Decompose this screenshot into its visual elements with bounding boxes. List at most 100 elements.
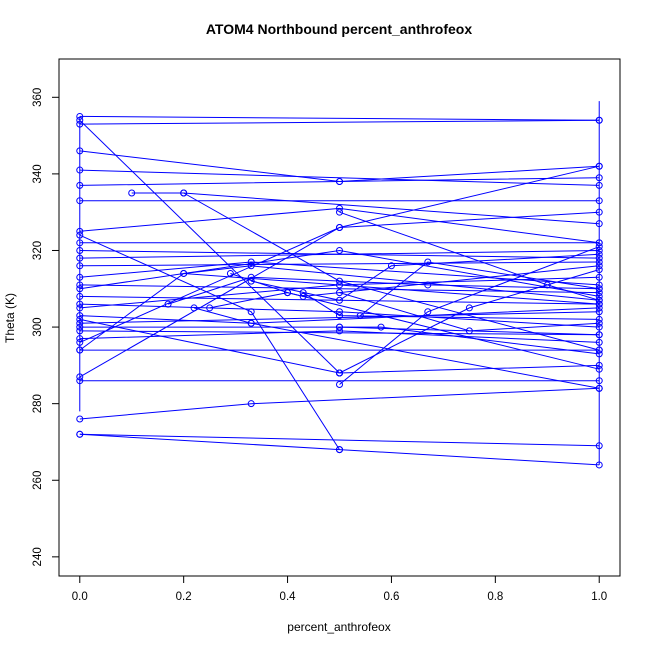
data-point xyxy=(595,384,603,392)
data-point xyxy=(595,273,603,281)
series-line xyxy=(79,261,600,267)
series-line xyxy=(79,433,600,447)
data-point xyxy=(336,312,343,320)
data-point xyxy=(377,323,385,331)
data-point xyxy=(595,246,603,254)
data-point xyxy=(76,112,84,120)
data-point xyxy=(299,289,307,297)
data-point xyxy=(595,442,603,450)
series-line xyxy=(193,307,600,389)
y-axis: 240 260 280 300 320 340 360 xyxy=(32,88,59,566)
data-point xyxy=(543,281,551,289)
data-point xyxy=(424,281,432,289)
series-line xyxy=(79,169,600,186)
data-point xyxy=(595,304,603,312)
data-point xyxy=(595,338,603,346)
y-tick-label: 340 xyxy=(32,164,44,183)
series-line xyxy=(131,192,600,225)
data-point xyxy=(336,277,343,285)
data-point xyxy=(247,258,255,266)
data-point xyxy=(465,304,473,312)
data-point xyxy=(595,350,603,358)
data-point xyxy=(76,292,84,300)
series-line xyxy=(79,119,600,125)
data-point xyxy=(595,116,603,124)
data-point xyxy=(76,246,84,254)
data-point xyxy=(76,312,84,320)
data-point xyxy=(387,262,395,270)
plot-frame xyxy=(58,58,621,577)
x-tick-label: 0.0 xyxy=(72,591,88,603)
data-point xyxy=(76,147,84,155)
chart-title: ATOM4 Northbound percent_anthrofeox xyxy=(206,21,472,37)
series-line xyxy=(302,292,600,320)
data-point xyxy=(424,258,432,266)
data-point xyxy=(336,178,343,186)
series-line xyxy=(79,261,600,286)
x-tick-label: 0.4 xyxy=(280,591,297,603)
y-tick-label: 240 xyxy=(32,547,44,566)
data-point xyxy=(595,174,603,182)
data-point xyxy=(595,292,603,300)
data-point xyxy=(595,281,603,289)
series-line xyxy=(79,150,600,183)
data-point xyxy=(595,365,603,373)
series-line xyxy=(79,387,600,420)
series-line xyxy=(339,326,600,355)
series-line xyxy=(79,115,600,121)
data-point xyxy=(128,189,136,197)
data-point xyxy=(76,319,84,327)
data-point xyxy=(76,304,84,312)
data-point xyxy=(595,300,603,308)
data-point xyxy=(595,289,603,297)
data-point xyxy=(180,189,188,197)
data-point xyxy=(226,269,234,277)
data-point xyxy=(595,308,603,316)
data-point xyxy=(76,116,84,124)
series-line xyxy=(167,276,600,305)
x-tick-label: 0.8 xyxy=(487,591,503,603)
y-tick-label: 360 xyxy=(32,88,44,107)
data-point xyxy=(76,346,84,354)
data-point xyxy=(595,162,603,170)
data-point xyxy=(76,166,84,174)
data-point xyxy=(336,369,343,377)
data-point xyxy=(336,323,343,331)
y-tick-label: 260 xyxy=(32,471,44,490)
data-point xyxy=(76,285,84,293)
series-line xyxy=(79,207,600,244)
series-line xyxy=(79,119,340,374)
series-line xyxy=(339,211,600,301)
data-point xyxy=(595,258,603,266)
x-axis: 0.0 0.2 0.4 0.6 0.8 1.0 xyxy=(72,576,607,603)
data-point xyxy=(247,277,255,285)
data-point xyxy=(206,304,214,312)
data-point xyxy=(336,246,343,254)
data-point xyxy=(299,292,307,300)
data-point xyxy=(595,323,603,331)
data-point xyxy=(164,300,172,308)
data-point xyxy=(336,446,343,454)
data-point xyxy=(76,323,84,331)
data-point xyxy=(247,319,255,327)
data-point xyxy=(336,289,343,297)
data-point xyxy=(356,312,364,320)
data-point xyxy=(336,204,343,212)
data-point xyxy=(76,338,84,346)
data-point xyxy=(595,285,603,293)
data-point xyxy=(595,254,603,262)
data-point xyxy=(595,461,603,469)
data-point xyxy=(76,254,84,262)
data-point xyxy=(465,327,473,335)
data-point xyxy=(76,300,84,308)
data-point xyxy=(76,281,84,289)
data-point xyxy=(595,346,603,354)
data-point xyxy=(336,327,343,335)
data-point xyxy=(76,315,84,323)
data-point xyxy=(180,269,188,277)
series-line xyxy=(79,250,600,259)
series-line xyxy=(79,249,600,297)
data-point xyxy=(595,361,603,369)
data-point xyxy=(76,120,84,128)
